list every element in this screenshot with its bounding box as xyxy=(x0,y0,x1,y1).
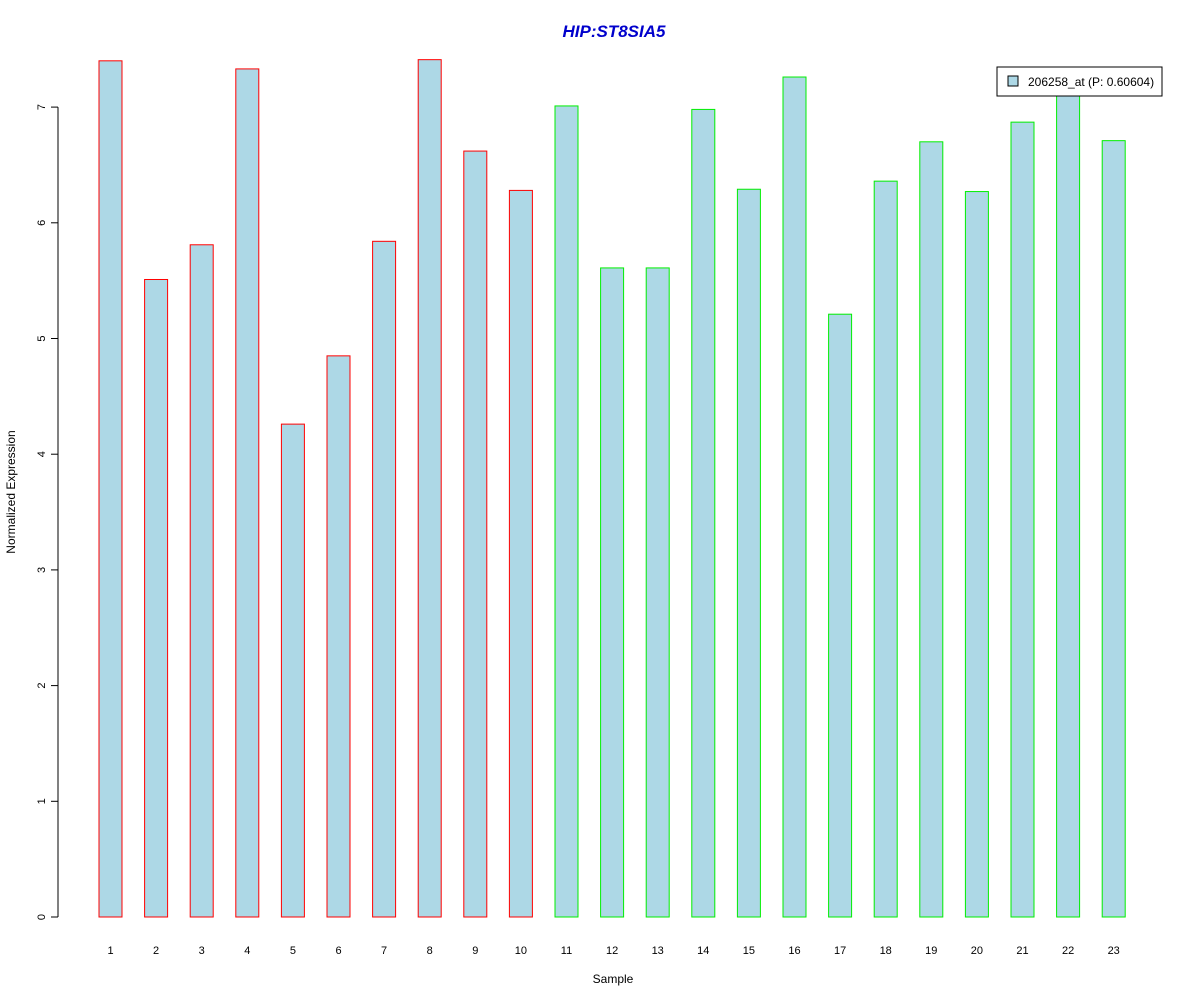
bar-sample-19 xyxy=(919,141,944,918)
x-tick-labels: 1 2 3 4 5 6 7 8 9 10 11 12 13 14 15 16 17 18 19 20 21 22 23 xyxy=(107,945,1119,957)
x-tick-label: 6 xyxy=(335,945,341,957)
bar-sample-11 xyxy=(554,105,579,918)
x-tick-label: 22 xyxy=(1062,945,1074,957)
x-tick-label: 1 xyxy=(107,945,113,957)
x-tick-label: 20 xyxy=(971,945,983,957)
x-tick-label: 12 xyxy=(606,945,618,957)
y-axis-label: Normalized Expression xyxy=(4,430,18,553)
x-tick-label: 21 xyxy=(1016,945,1028,957)
y-tick-label: 7 xyxy=(36,104,48,110)
bars-group xyxy=(98,59,1126,918)
x-tick-label: 13 xyxy=(652,945,664,957)
y-tick-label: 6 xyxy=(36,220,48,226)
legend-box xyxy=(996,66,1163,97)
bar-sample-14 xyxy=(691,108,716,918)
x-tick-label: 19 xyxy=(925,945,937,957)
bar-sample-2 xyxy=(144,278,169,918)
bar-sample-20 xyxy=(964,191,989,918)
bar-sample-7 xyxy=(372,240,397,918)
bar-sample-6 xyxy=(326,355,351,918)
x-tick-label: 10 xyxy=(515,945,527,957)
x-tick-label: 4 xyxy=(244,945,250,957)
x-tick-label: 5 xyxy=(290,945,296,957)
bar-sample-15 xyxy=(736,188,761,918)
x-tick-label: 18 xyxy=(880,945,892,957)
x-tick-label: 17 xyxy=(834,945,846,957)
y-axis: 0 1 2 3 4 5 6 7 xyxy=(36,104,59,920)
x-tick-label: 2 xyxy=(153,945,159,957)
chart-title: HIP:ST8SIA5 xyxy=(563,22,667,41)
bar-sample-18 xyxy=(873,180,898,918)
x-axis-label: Sample xyxy=(593,972,634,986)
x-tick-label: 23 xyxy=(1108,945,1120,957)
bar-sample-16 xyxy=(782,76,807,918)
bar-sample-5 xyxy=(280,423,305,918)
bar-sample-1 xyxy=(98,60,123,918)
bar-sample-3 xyxy=(189,244,214,918)
legend-entry: 206258_at (P: 0.60604) xyxy=(1028,75,1154,89)
bar-sample-8 xyxy=(417,59,442,918)
bar-sample-10 xyxy=(508,189,533,918)
bar-sample-9 xyxy=(463,150,488,918)
y-tick-label: 5 xyxy=(36,335,48,341)
legend: 206258_at (P: 0.60604) xyxy=(996,66,1163,97)
x-tick-label: 16 xyxy=(788,945,800,957)
x-tick-label: 11 xyxy=(561,945,572,957)
x-tick-label: 14 xyxy=(697,945,709,957)
legend-swatch xyxy=(1007,75,1019,87)
bar-sample-22 xyxy=(1056,93,1081,918)
bar-sample-23 xyxy=(1101,140,1126,918)
bar-sample-13 xyxy=(645,267,670,918)
x-tick-label: 3 xyxy=(199,945,205,957)
bar-sample-17 xyxy=(828,313,853,918)
y-tick-label: 2 xyxy=(36,683,48,689)
bar-sample-21 xyxy=(1010,121,1035,918)
bar-sample-4 xyxy=(235,68,260,918)
y-tick-label: 4 xyxy=(36,451,48,457)
y-tick-label: 3 xyxy=(36,567,48,573)
bar-sample-12 xyxy=(600,267,625,918)
x-tick-label: 7 xyxy=(381,945,387,957)
x-tick-label: 9 xyxy=(472,945,478,957)
x-tick-label: 8 xyxy=(427,945,433,957)
y-tick-label: 0 xyxy=(36,914,48,920)
y-tick-label: 1 xyxy=(36,798,48,804)
x-tick-label: 15 xyxy=(743,945,755,957)
